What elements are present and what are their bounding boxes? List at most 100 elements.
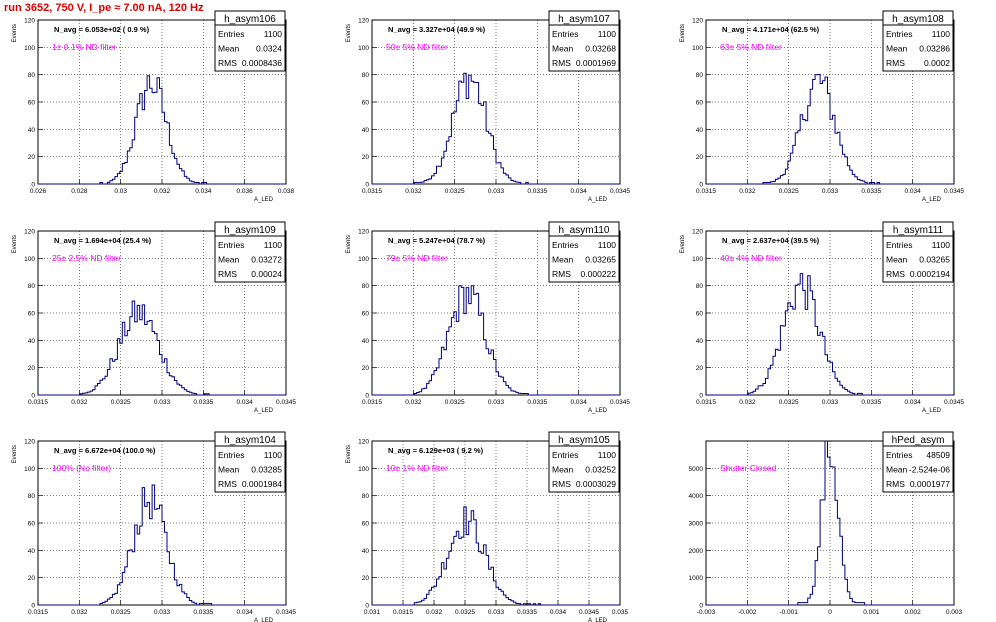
- histogram-line: [38, 75, 286, 185]
- histogram-line: [372, 285, 620, 396]
- x-tick-label: 0.001: [863, 609, 880, 616]
- histogram-panel-h_asym106: 0.026 0.028 0.03 0.032 0.034 0.036 0.038 0 20 40 6…: [12, 10, 295, 203]
- y-tick-label: 80: [28, 72, 36, 79]
- x-tick-label: 0.034: [550, 609, 567, 616]
- stats-value: 0.03252: [585, 465, 616, 475]
- y-tick-label: 20: [362, 154, 370, 161]
- stats-histogram-name: h_asym107: [558, 14, 610, 25]
- x-axis-label: A_LED: [254, 197, 274, 203]
- stats-label: Entries: [218, 450, 244, 460]
- stats-box: h_asym104 Entries 1100 Mean 0.03285 RMS 0.0001…: [214, 431, 286, 493]
- x-tick-label: 0.0335: [193, 399, 213, 406]
- stats-label: RMS: [552, 58, 571, 68]
- y-tick-label: 120: [358, 439, 369, 446]
- y-axis-label: Events: [346, 24, 352, 42]
- y-tick-label: 3000: [689, 521, 704, 528]
- x-tick-label: 0.0345: [944, 399, 964, 406]
- stats-histogram-name: h_asym106: [224, 14, 276, 25]
- stats-value: 0.0008436: [242, 58, 282, 68]
- y-tick-label: 80: [28, 493, 36, 500]
- x-axis-label: A_LED: [588, 618, 608, 622]
- stats-label: RMS: [886, 58, 905, 68]
- histogram-line: [706, 74, 954, 185]
- x-tick-label: 0.033: [488, 188, 505, 195]
- stats-label: Entries: [218, 29, 244, 39]
- x-tick-label: 0.0345: [944, 188, 964, 195]
- y-tick-label: 120: [692, 18, 703, 25]
- x-tick-label: 0.032: [405, 399, 422, 406]
- x-tick-label: 0.034: [195, 188, 212, 195]
- x-tick-label: 0.033: [822, 188, 839, 195]
- histogram-line: [372, 506, 620, 606]
- y-tick-label: 20: [28, 575, 36, 582]
- x-tick-label: 0.0325: [445, 399, 465, 406]
- histogram-line: [372, 72, 620, 185]
- y-tick-label: 60: [362, 311, 370, 318]
- x-tick-label: -0.002: [738, 609, 757, 616]
- y-tick-label: 0: [365, 182, 369, 189]
- x-tick-label: 0.031: [364, 609, 381, 616]
- y-tick-label: 120: [692, 229, 703, 236]
- y-tick-label: 100: [358, 466, 369, 473]
- y-tick-label: 0: [31, 603, 35, 610]
- stats-box: hPed_asym Entries 48509 Mean -2.524e-06 RMS 0.…: [882, 431, 954, 493]
- n-avg-label: N_avg = 6.129e+03 ( 9.2 %): [388, 446, 484, 455]
- x-tick-label: 0.034: [571, 399, 588, 406]
- stats-histogram-name: hPed_asym: [892, 435, 945, 446]
- y-tick-label: 80: [362, 493, 370, 500]
- y-tick-label: 60: [696, 311, 704, 318]
- x-tick-label: 0.0335: [527, 399, 547, 406]
- x-tick-label: 0.034: [571, 188, 588, 195]
- y-tick-label: 80: [696, 283, 704, 290]
- y-tick-label: 40: [696, 338, 704, 345]
- y-tick-label: 60: [28, 521, 36, 528]
- stats-label: RMS: [886, 269, 905, 279]
- y-tick-label: 0: [699, 603, 703, 610]
- x-tick-label: 0.0315: [696, 399, 716, 406]
- y-tick-label: 20: [696, 365, 704, 372]
- x-tick-label: 0.035: [612, 609, 629, 616]
- stats-value: 0.0001984: [242, 479, 282, 489]
- histogram-line: [706, 440, 954, 606]
- stats-histogram-name: h_asym104: [224, 435, 276, 446]
- y-axis-label: Events: [346, 445, 352, 463]
- stats-value: 0.03285: [251, 465, 282, 475]
- stats-box-frame: [214, 221, 286, 283]
- y-tick-label: 100: [692, 45, 703, 52]
- stats-value: 0.0001977: [910, 479, 950, 489]
- x-tick-label: 0.0325: [445, 188, 465, 195]
- x-tick-label: 0.0315: [362, 399, 382, 406]
- y-tick-label: 120: [24, 229, 35, 236]
- x-tick-label: 0.0345: [276, 399, 296, 406]
- stats-label: Entries: [218, 240, 244, 250]
- histogram-line: [38, 300, 286, 396]
- stats-box: h_asym107 Entries 1100 Mean 0.03268 RMS 0.0001…: [548, 10, 620, 72]
- n-avg-label: N_avg = 3.327e+04 (49.9 %): [388, 25, 486, 34]
- x-tick-label: 0.032: [154, 188, 171, 195]
- x-tick-label: 0.0335: [861, 399, 881, 406]
- filter-annotation: 10± 1% ND filter: [386, 463, 448, 473]
- x-tick-label: -0.001: [779, 609, 798, 616]
- y-tick-label: 20: [362, 365, 370, 372]
- x-tick-label: 0.0335: [193, 609, 213, 616]
- y-tick-label: 100: [24, 466, 35, 473]
- x-tick-label: 0.0315: [696, 188, 716, 195]
- x-axis-label: A_LED: [588, 197, 608, 203]
- stats-value: 1100: [264, 29, 283, 39]
- y-tick-label: 120: [24, 439, 35, 446]
- x-tick-label: 0.032: [739, 188, 756, 195]
- stats-value: 0.0002: [924, 58, 950, 68]
- y-tick-label: 60: [696, 100, 704, 107]
- y-tick-label: 40: [362, 338, 370, 345]
- y-tick-label: 100: [24, 45, 35, 52]
- y-tick-label: 100: [24, 256, 35, 263]
- stats-label: RMS: [552, 479, 571, 489]
- y-tick-label: 100: [358, 256, 369, 263]
- stats-box: h_asym108 Entries 1100 Mean 0.03286 RMS 0.0002: [882, 10, 954, 72]
- stats-value: 0.03265: [919, 255, 950, 265]
- histogram-line: [706, 273, 954, 396]
- stats-value: 48509: [926, 450, 950, 460]
- stats-box: h_asym111 Entries 1100 Mean 0.03265 RMS 0.0002…: [882, 221, 954, 283]
- stats-value: 0.03272: [251, 255, 282, 265]
- x-tick-label: 0.0335: [861, 188, 881, 195]
